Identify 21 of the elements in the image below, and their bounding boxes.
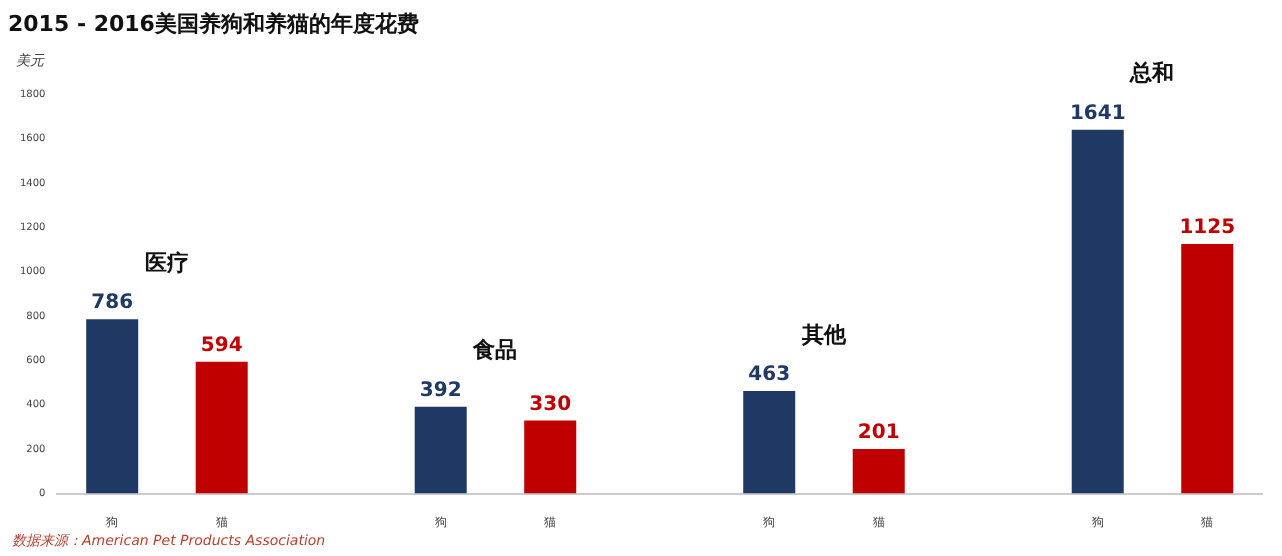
data-label: 1125 [1179,217,1236,240]
bar [1181,244,1234,494]
data-label: 392 [419,379,462,402]
data-label: 463 [748,364,791,387]
data-label: 1641 [1069,102,1126,125]
chart-title: 2015 - 2016美国养狗和养猫的年度花费 [8,10,419,37]
bar [195,361,248,494]
bar [1071,129,1124,494]
bar [852,449,905,494]
bar [524,420,577,494]
bar [86,319,139,494]
annotation: 其他 [799,321,848,348]
data-label: 594 [200,335,243,358]
data-label: 786 [91,292,134,315]
bar [743,390,796,494]
data-label: 201 [857,422,900,445]
data-label: 330 [529,393,572,416]
text: 总和 [1128,60,1175,87]
bar [414,406,467,494]
annotation: 医疗 [144,250,189,276]
annotation: 食品 [471,337,518,364]
